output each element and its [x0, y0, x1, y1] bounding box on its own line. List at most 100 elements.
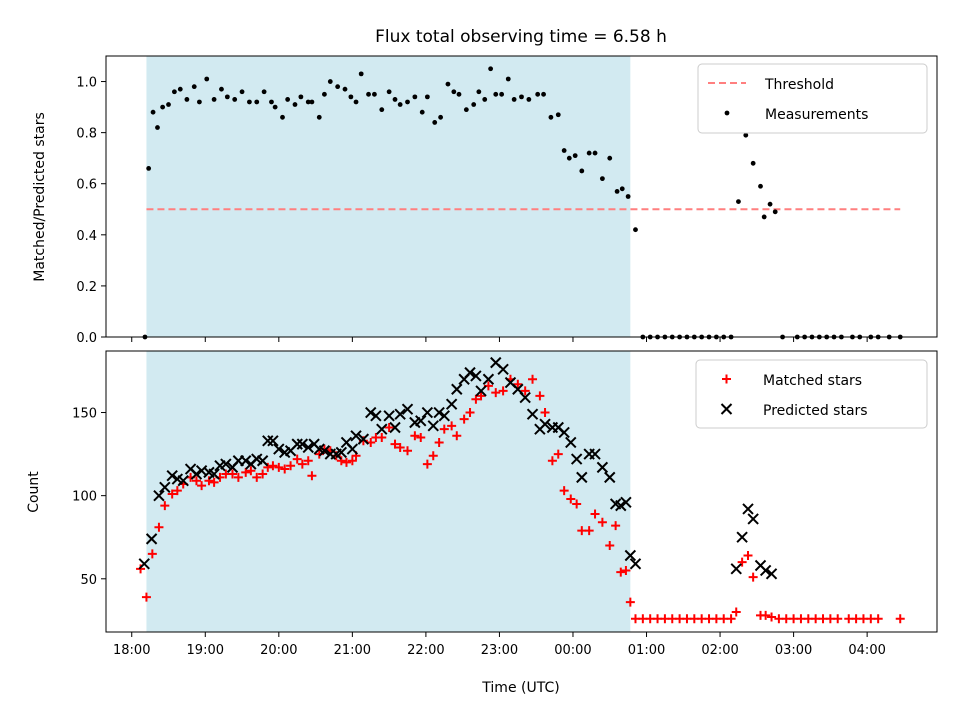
measurement-point: [184, 97, 190, 102]
predicted-star-marker: [291, 438, 303, 450]
predicted-star-marker: [620, 496, 632, 509]
matched-star-marker: [246, 466, 256, 476]
measurement-point: [750, 160, 756, 166]
measurement-point: [736, 199, 741, 205]
predicted-star-marker: [296, 438, 309, 450]
measurement-point: [379, 107, 385, 113]
measurement-point: [432, 120, 438, 125]
measurement-point: [372, 91, 377, 97]
measurement-point: [358, 71, 364, 77]
x-axis-label: Time (UTC): [481, 680, 559, 696]
measurement-point: [309, 99, 315, 105]
measurement-point: [463, 107, 469, 113]
matched-star-marker: [167, 489, 177, 499]
matched-star-marker: [286, 461, 296, 471]
matched-star-marker: [767, 612, 777, 622]
measurement-point: [254, 99, 260, 105]
matched-star-marker: [895, 614, 905, 624]
predicted-star-marker: [497, 363, 509, 375]
x-tick-label: 03:00: [775, 643, 812, 658]
matched-star-marker: [209, 477, 219, 487]
matched-star-marker: [384, 422, 394, 432]
predicted-star-marker: [464, 366, 476, 379]
measurement-point: [366, 91, 371, 97]
matched-star-marker: [476, 391, 486, 401]
predicted-star-marker: [438, 410, 450, 422]
predicted-star-marker: [470, 370, 482, 382]
measurement-point: [493, 91, 499, 97]
predicted-star-marker: [629, 558, 642, 570]
matched-star-marker: [439, 424, 449, 434]
predicted-star-marker: [177, 474, 189, 487]
predicted-star-marker: [624, 549, 637, 562]
matched-star-marker: [498, 386, 508, 396]
matched-star-marker: [204, 476, 214, 486]
matched-star-marker: [553, 449, 563, 459]
matched-star-marker: [428, 451, 438, 461]
predicted-star-marker: [262, 435, 274, 447]
predicted-star-marker: [596, 461, 609, 474]
predicted-star-marker: [240, 455, 252, 467]
matched-star-marker: [471, 394, 481, 404]
top-y-axis-label: Matched/Predicted stars: [32, 112, 48, 282]
matched-star-marker: [528, 374, 538, 384]
measurement-point: [247, 99, 252, 105]
predicted-star-marker: [427, 420, 439, 432]
matched-star-marker: [616, 567, 626, 577]
measurement-point: [155, 125, 160, 130]
matched-star-marker: [191, 476, 201, 486]
measurement-point: [772, 209, 778, 215]
matched-star-marker: [605, 541, 615, 551]
legend-measurements-label: Measurements: [765, 107, 868, 123]
measurement-point: [445, 81, 451, 87]
x-tick-label: 02:00: [701, 643, 738, 658]
legend-predicted-label: Predicted stars: [763, 403, 868, 419]
measurement-point: [619, 186, 625, 192]
matched-star-marker: [452, 431, 462, 441]
matched-star-marker: [447, 421, 457, 431]
measurement-point: [292, 102, 298, 107]
matched-star-marker: [263, 462, 273, 472]
matched-star-marker: [403, 446, 413, 456]
measurement-point: [219, 86, 224, 92]
matched-star-marker: [434, 437, 444, 447]
measurement-point: [171, 89, 177, 95]
matched-star-marker: [748, 572, 758, 582]
predicted-star-marker: [302, 441, 314, 454]
matched-star-marker: [390, 439, 400, 449]
measurement-point: [342, 86, 348, 92]
matched-star-marker: [547, 456, 557, 466]
measurement-point: [305, 99, 311, 105]
measurement-point: [579, 168, 585, 174]
measurement-point: [488, 66, 494, 72]
measurement-point: [269, 99, 274, 105]
matched-star-marker: [590, 509, 600, 519]
y-tick-label: 0.0: [76, 331, 97, 346]
measurement-point: [566, 155, 572, 161]
measurement-point: [541, 91, 546, 97]
matched-star-marker: [303, 456, 313, 466]
matched-star-marker: [726, 614, 736, 624]
matched-star-marker: [465, 408, 475, 418]
matched-star-marker: [611, 521, 621, 531]
matched-star-marker: [731, 607, 741, 617]
matched-star-marker: [227, 469, 237, 479]
predicted-star-marker: [394, 408, 406, 420]
matched-star-marker: [233, 472, 243, 482]
measurement-point: [505, 76, 511, 82]
predicted-star-marker: [318, 445, 331, 457]
matched-star-marker: [197, 481, 207, 491]
matched-star-marker: [154, 522, 164, 532]
matched-star-marker: [377, 432, 387, 442]
legend-top: Threshold Measurements: [697, 63, 928, 134]
predicted-star-marker: [376, 423, 388, 435]
matched-star-marker: [336, 456, 346, 466]
measurement-point: [224, 94, 230, 100]
top-panel: 0.0 0.2 0.4 0.6 0.8 1.0: [76, 55, 938, 346]
measurement-point: [743, 132, 749, 138]
measurement-point: [761, 214, 767, 220]
predicted-star-marker: [350, 430, 362, 442]
matched-star-marker: [491, 388, 501, 398]
predicted-star-marker: [451, 383, 463, 395]
measurement-point: [499, 91, 505, 97]
